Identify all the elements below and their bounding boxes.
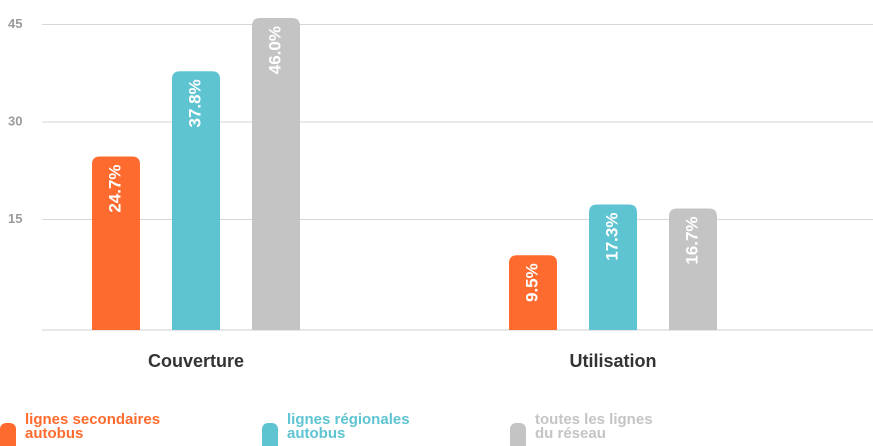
x-tick-label: Couverture (148, 351, 244, 371)
legend-label: toutes les lignes du réseau (535, 411, 653, 442)
legend-marker (262, 423, 278, 446)
value-label: 17.3% (602, 213, 621, 261)
y-tick-label: 30 (8, 113, 22, 128)
bar (172, 71, 220, 331)
y-tick-label: 15 (8, 211, 22, 226)
legend-label: lignes secondaires autobus (25, 411, 161, 442)
legend-label: lignes régionales autobus (287, 411, 410, 442)
bar (92, 156, 140, 330)
value-label: 46.0% (265, 26, 284, 74)
y-tick-label: 45 (8, 16, 22, 31)
legend-marker (510, 423, 526, 446)
value-label: 24.7% (105, 164, 124, 212)
value-label: 16.7% (682, 216, 701, 264)
bar (589, 204, 637, 330)
bar (669, 208, 717, 330)
value-label: 37.8% (185, 79, 204, 127)
value-label: 9.5% (522, 263, 541, 302)
bar (509, 255, 557, 330)
x-tick-label: Utilisation (569, 351, 656, 371)
bar (252, 18, 300, 330)
legend-marker (0, 423, 16, 446)
